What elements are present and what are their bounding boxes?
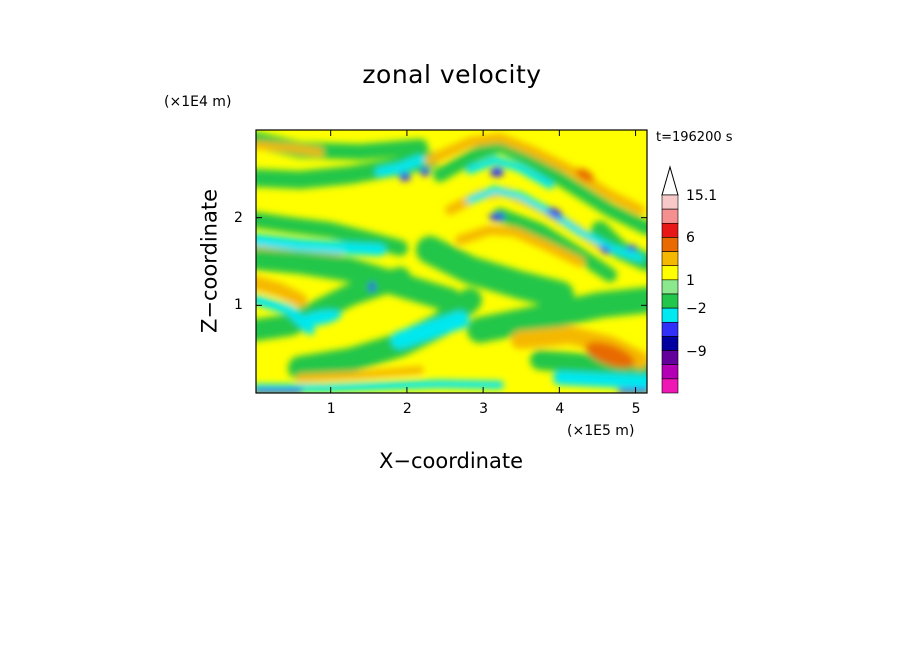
colorbar-level [661,364,679,380]
colorbar-level [661,279,679,295]
x-scale-label: (×1E5 m) [567,423,635,439]
colorbar-level [661,293,679,309]
contour-band [256,234,386,256]
colorbar-level [661,237,679,252]
colorbar-level [661,336,679,351]
contour-band [296,366,424,382]
strong-negative-core [420,168,430,176]
strong-negative-core [490,167,504,177]
strong-negative-core [627,245,637,251]
strong-negative-core [546,207,564,219]
contour-band [455,225,585,267]
y-tick-label: 2 [234,209,243,226]
strong-negative-core [399,173,411,181]
x-tick-label: 1 [326,401,336,417]
colorbar-level [661,251,679,267]
x-tick-label: 5 [631,401,641,417]
contour-band [467,287,647,343]
contour-band [416,236,574,309]
colorbar-label: 1 [686,272,695,289]
contour-band [256,246,462,312]
contour-band [256,380,504,392]
time-label: t=196200 s [656,130,733,145]
colorbar-arrow [661,165,679,196]
y-scale-label: (×1E4 m) [164,94,232,110]
x-tick-label: 4 [555,401,565,417]
strong-negative-core [369,282,375,292]
velocity-field [256,130,647,393]
contour-band [530,350,647,382]
axis-ticks [256,130,647,393]
colorbar-level [661,194,679,210]
contour-band [553,371,647,389]
contour-band [298,310,342,326]
y-axis-label: Z−coordinate [197,189,222,333]
colorbar-label: −9 [686,343,707,360]
plot-frame [255,129,648,394]
contour-band [256,212,408,256]
y-tick-label: 1 [234,297,243,314]
colorbar-level [661,321,679,337]
x-axis-label: X−coordinate [379,449,523,473]
colorbar-level [661,378,679,394]
colorbar-label: 15.1 [686,188,718,204]
contour-band [433,138,647,235]
colorbar-level [661,265,679,281]
contour-band [375,155,425,177]
contour-band [425,133,645,215]
contour-band [256,267,411,341]
strong-positive-core [575,168,595,182]
contour-band [466,156,554,189]
colorbar-label: 6 [686,230,695,247]
contour-band [256,276,307,307]
x-tick-label: 3 [479,401,489,417]
x-tick-label: 2 [402,401,412,417]
colorbar [661,165,679,394]
contour-band [391,311,469,349]
contour-band [256,141,324,156]
contour-band [493,208,617,282]
chart-title: zonal velocity [362,60,542,89]
colorbar-level [661,222,679,238]
colorbar-label: −2 [686,301,707,318]
colorbar-level [661,208,679,224]
strong-negative-core [489,213,505,221]
strong-positive-core [585,342,635,368]
strong-negative-core [598,245,612,255]
colorbar-level [661,307,679,323]
colorbar-level [661,350,679,366]
